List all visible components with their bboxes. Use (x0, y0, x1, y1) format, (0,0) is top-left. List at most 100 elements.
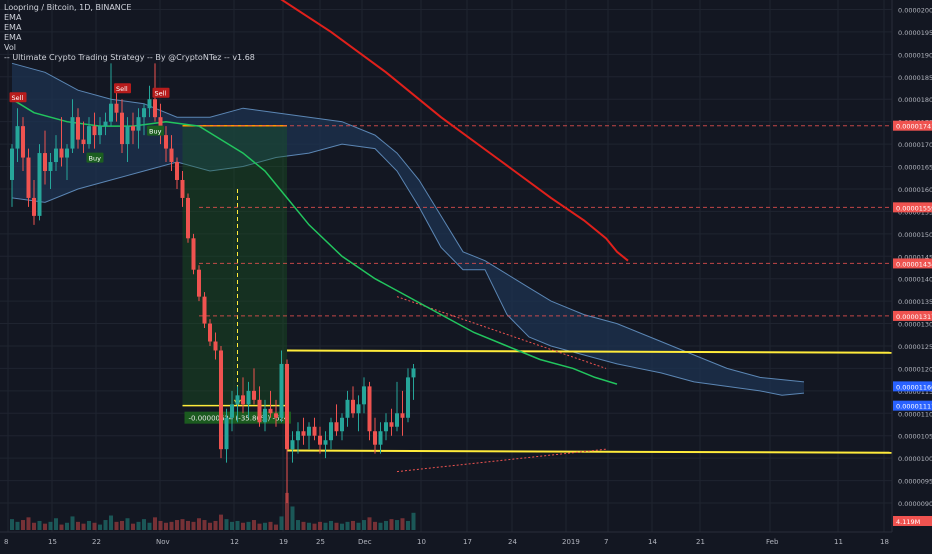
date-tick-label: 15 (48, 538, 57, 546)
volume-bar (125, 518, 130, 530)
candle-body (32, 197, 36, 216)
price-label-tag (893, 202, 932, 213)
candle-body (257, 399, 262, 423)
signals: Sell Buy Sell Sell Buy (9, 83, 170, 163)
candle-body (367, 386, 372, 432)
volume-bar (136, 521, 141, 530)
candle-body (92, 126, 97, 136)
price-label-tag (893, 400, 932, 411)
price-label-text: 0.00001117 (896, 403, 932, 411)
candle-body (274, 413, 278, 418)
candle-body (125, 126, 130, 145)
volume-bar (21, 520, 25, 530)
candle-body (147, 99, 152, 109)
candle-body (241, 395, 245, 405)
buy-signal-label: Buy (89, 155, 102, 163)
volume-bar (48, 521, 53, 530)
candle-body (329, 422, 333, 441)
indicator-ema-2[interactable]: EMA (4, 23, 22, 32)
volume-bar (158, 520, 163, 530)
candle-body (362, 386, 366, 405)
volume-bar (164, 522, 168, 530)
candle-body (186, 197, 190, 239)
candle-body (202, 296, 207, 324)
candle-body (345, 399, 350, 418)
volume-bar (219, 514, 223, 530)
sell-signal-label: Sell (12, 94, 24, 102)
candle-body (406, 377, 410, 418)
date-tick-label: 22 (92, 538, 101, 546)
volume-bar (180, 519, 185, 530)
volume-bar (26, 517, 31, 530)
volume-bar (340, 523, 344, 530)
candle-body (65, 148, 69, 158)
volume-bar (378, 522, 383, 530)
chart-legend: Loopring / Bitcoin, 1D, BINANCE EMA EMA … (4, 3, 255, 63)
volume-bar (43, 523, 47, 530)
candle-body (373, 431, 377, 445)
indicator-strategy[interactable]: -- Ultimate Crypto Trading Strategy -- B… (4, 53, 255, 62)
candle-body (334, 422, 339, 432)
date-tick-label: 8 (4, 538, 8, 546)
volume-bar (334, 522, 339, 530)
date-tick-label: 7 (604, 538, 608, 546)
measure-box: -0.00000624 (-35.86%) -624 (182, 124, 291, 424)
volume-bar (384, 520, 388, 530)
indicator-ema-3[interactable]: EMA (4, 33, 22, 42)
candle-body (296, 431, 300, 441)
cloud-lower-line (11, 143, 805, 396)
volume-bar (142, 519, 146, 530)
volume-bar (147, 522, 152, 530)
sell-signal-badge (114, 83, 131, 94)
sell-signal-label: Sell (155, 90, 167, 98)
volume-bar (37, 520, 42, 530)
price-label-tag (893, 258, 932, 269)
candle-body (180, 179, 185, 198)
trend-line-up (396, 448, 607, 473)
volume-bar (81, 523, 86, 530)
volume-bar (257, 523, 262, 530)
candle-body (252, 390, 256, 400)
volume-bar (323, 522, 328, 530)
indicator-lines (11, 0, 893, 473)
candle-body (98, 126, 102, 136)
candle-body (268, 408, 273, 414)
candle-body (103, 121, 108, 127)
candle-body (219, 350, 223, 450)
volume-bar (114, 521, 119, 530)
volume-bar (406, 520, 410, 530)
volume-bar (290, 506, 295, 530)
candle-body (54, 148, 58, 163)
volume-bar (356, 522, 361, 530)
volume-bar (65, 522, 69, 530)
indicator-ema-1[interactable]: EMA (4, 13, 22, 22)
candle-body (263, 408, 267, 423)
candle-body (356, 404, 361, 414)
volume-bar (54, 518, 58, 530)
candle-body (37, 153, 42, 216)
candle-body (109, 103, 113, 122)
sell-signal-label: Sell (116, 85, 128, 93)
candle-body (120, 112, 124, 145)
indicator-vol[interactable]: Vol (4, 43, 16, 52)
candle-body (312, 426, 317, 436)
candle-body (235, 395, 240, 405)
cloud-fill (12, 63, 804, 396)
volume-bar (241, 522, 245, 530)
sell-signal-badge (152, 87, 170, 98)
volume-bar (230, 521, 234, 530)
volume-bar (362, 520, 366, 530)
